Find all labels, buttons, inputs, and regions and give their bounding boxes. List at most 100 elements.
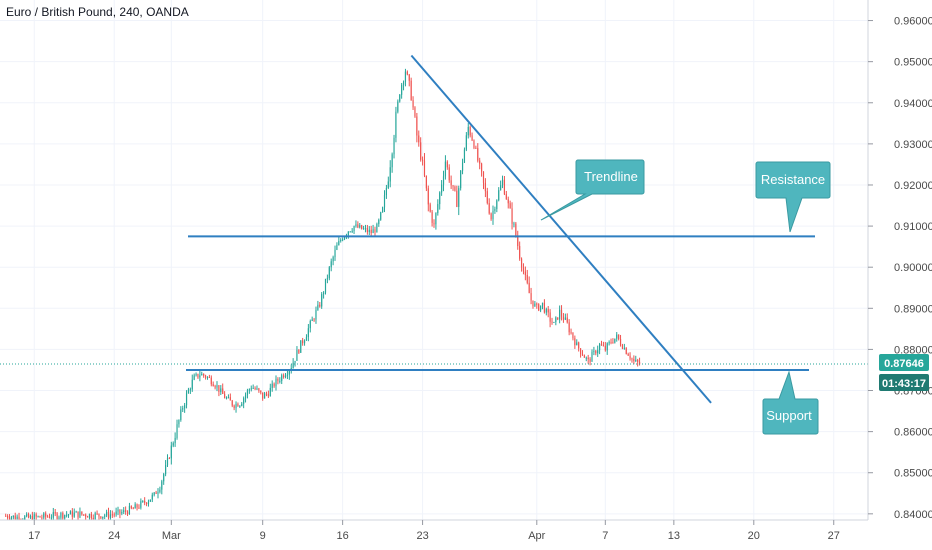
candle-body xyxy=(14,515,16,519)
candle-body xyxy=(178,419,180,425)
candle-body xyxy=(366,228,368,233)
candle-body xyxy=(559,309,561,320)
candle-body xyxy=(437,204,439,214)
candle-body xyxy=(309,320,311,329)
candle-body xyxy=(155,492,157,494)
candle-body xyxy=(229,397,231,401)
candle-body xyxy=(616,334,618,339)
support-label: Support xyxy=(766,408,812,423)
candle-body xyxy=(635,359,637,362)
candle-body xyxy=(193,375,195,380)
candle-body xyxy=(450,180,452,186)
candle-body xyxy=(43,513,45,518)
candle-body xyxy=(210,377,212,385)
candle-body xyxy=(279,380,281,382)
candle-body xyxy=(431,211,433,223)
candle-body xyxy=(317,304,319,310)
candle-body xyxy=(216,385,218,388)
candle-body xyxy=(199,375,201,378)
candle-body xyxy=(473,140,475,148)
candle-body xyxy=(163,474,165,482)
candle-body xyxy=(100,516,102,519)
candle-body xyxy=(355,224,357,226)
candle-body xyxy=(469,126,471,136)
candle-body xyxy=(631,358,633,360)
candle-body xyxy=(583,355,585,358)
candle-body xyxy=(66,514,68,516)
candle-body xyxy=(562,316,565,320)
candle-body xyxy=(551,321,553,323)
candle-body xyxy=(349,231,351,233)
price-axis[interactable] xyxy=(868,0,932,550)
time-tick-label: 24 xyxy=(108,530,120,542)
candle-body xyxy=(378,219,380,224)
candle-body xyxy=(277,378,279,381)
candle-body xyxy=(324,278,327,293)
candle-body xyxy=(412,100,414,108)
candle-body xyxy=(39,516,41,518)
candle-body xyxy=(623,347,625,349)
candle-body xyxy=(572,332,574,339)
candle-body xyxy=(423,160,426,176)
candle-body xyxy=(353,225,355,231)
candle-body xyxy=(600,344,603,346)
candle-body xyxy=(144,500,146,503)
candle-body xyxy=(442,176,445,185)
time-tick-label: 20 xyxy=(748,530,760,542)
candle-body xyxy=(420,142,422,160)
candle-body xyxy=(532,300,534,307)
candle-body xyxy=(505,194,507,200)
candle-body xyxy=(511,208,513,224)
price-tick-label: 0.90000 xyxy=(894,262,932,274)
candle-body xyxy=(364,228,367,230)
candle-body xyxy=(566,317,568,323)
candle-body xyxy=(227,397,230,399)
trend-line[interactable] xyxy=(410,54,712,404)
candle-body xyxy=(629,355,631,359)
candle-body xyxy=(500,185,502,191)
candle-body xyxy=(446,161,448,168)
resistance-callout[interactable]: Resistance xyxy=(755,161,831,233)
candle-body xyxy=(248,389,250,391)
support-callout-shape xyxy=(762,370,819,435)
candle-body xyxy=(71,511,73,517)
candle-body xyxy=(439,192,441,205)
candle-body xyxy=(361,225,363,229)
candle-body xyxy=(184,405,186,409)
candle-body xyxy=(444,161,447,177)
candle-body xyxy=(26,514,28,517)
candle-body xyxy=(311,319,313,321)
candle-body xyxy=(637,359,639,362)
candle-body xyxy=(7,515,9,518)
candle-body xyxy=(323,292,325,295)
candle-body xyxy=(581,353,584,356)
candle-body xyxy=(338,241,340,246)
candle-body xyxy=(56,513,58,519)
candle-body xyxy=(579,348,582,354)
candle-body xyxy=(208,377,210,379)
candle-body xyxy=(60,512,62,518)
candle-body xyxy=(404,71,407,82)
candle-body xyxy=(151,494,153,500)
candle-body xyxy=(88,513,91,518)
candle-body xyxy=(564,317,566,320)
candle-body xyxy=(224,393,226,399)
candle-body xyxy=(273,383,275,387)
candle-body xyxy=(568,322,570,333)
candle-body xyxy=(12,515,14,518)
candle-body xyxy=(41,517,43,519)
candle-body xyxy=(454,186,456,191)
candle-body xyxy=(570,332,572,334)
candle-body xyxy=(507,199,509,204)
candle-body xyxy=(326,278,328,280)
candle-body xyxy=(488,203,490,214)
candle-body xyxy=(33,514,35,521)
time-axis[interactable] xyxy=(0,520,868,550)
candle-body xyxy=(347,231,349,236)
candle-body xyxy=(81,511,83,515)
trendline-callout[interactable]: Trendline xyxy=(540,159,645,221)
support-callout[interactable]: Support xyxy=(762,370,819,435)
time-tick-label: 27 xyxy=(828,530,840,542)
candle-body xyxy=(612,342,614,344)
